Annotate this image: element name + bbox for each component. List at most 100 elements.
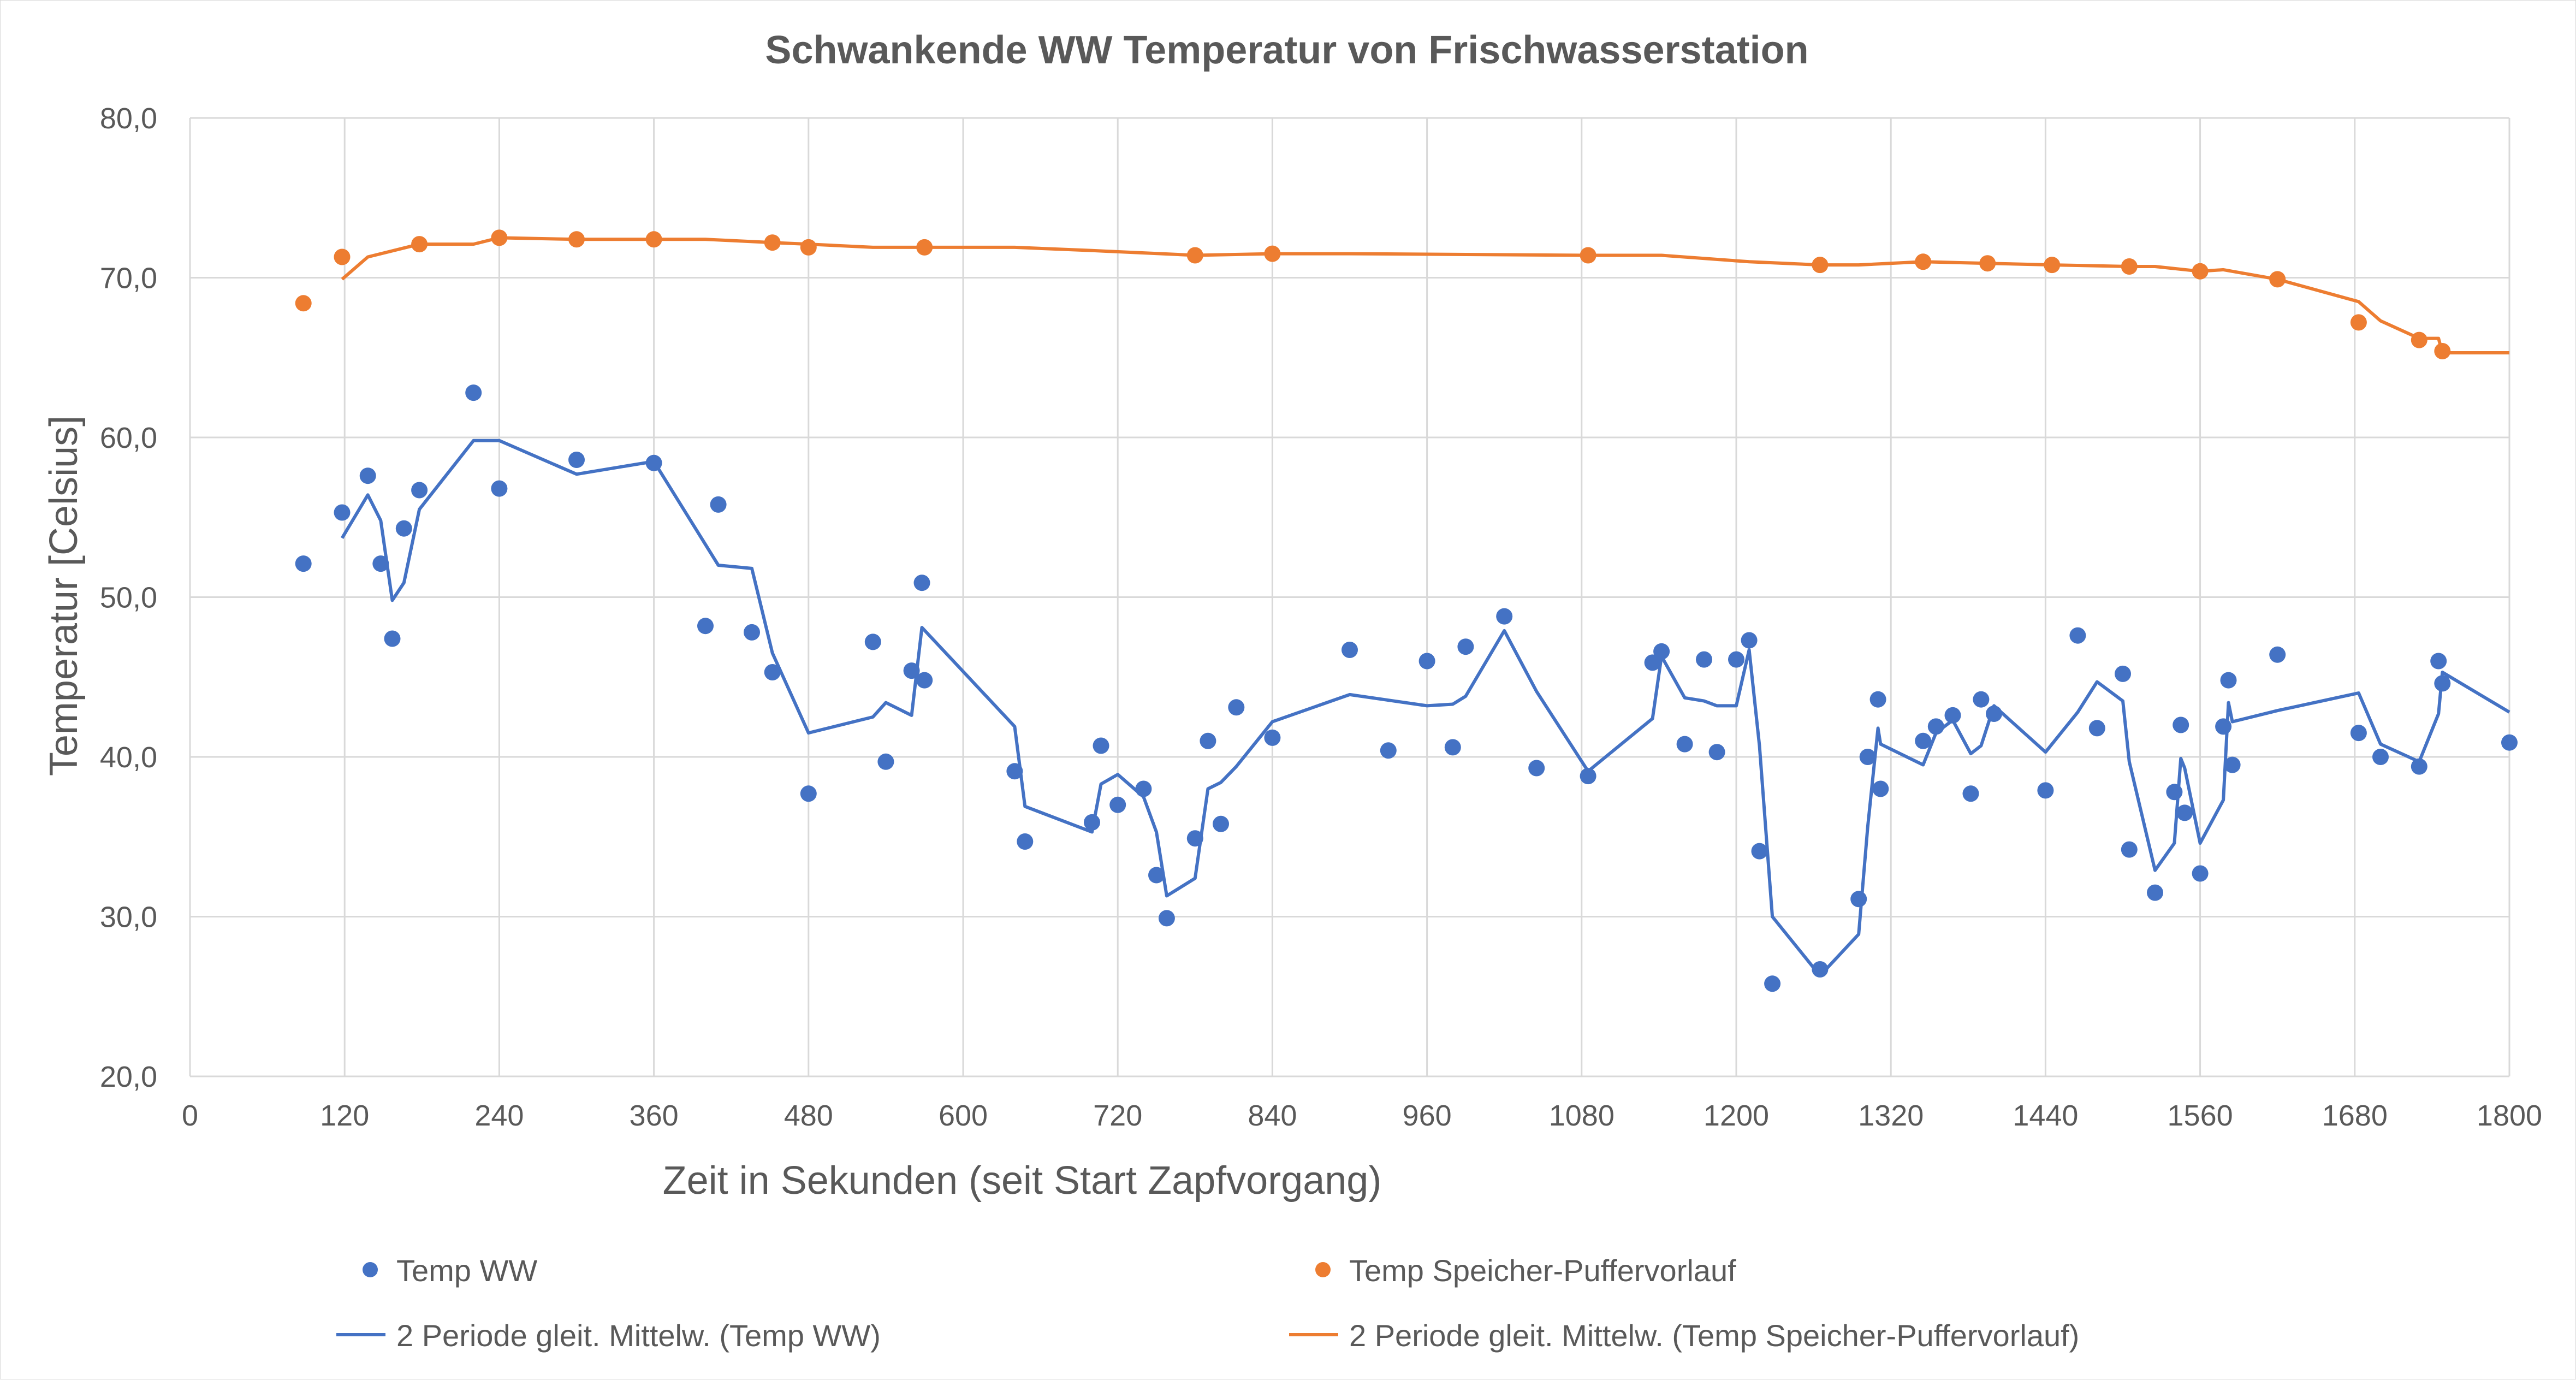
data-point bbox=[2088, 720, 2105, 737]
data-point bbox=[2430, 653, 2447, 670]
data-point bbox=[334, 248, 351, 265]
data-point bbox=[764, 664, 781, 680]
data-point bbox=[1580, 247, 1596, 264]
gridlines bbox=[189, 117, 2510, 1077]
data-point bbox=[465, 384, 482, 401]
data-point bbox=[1148, 867, 1165, 884]
chart-title: Schwankende WW Temperatur von Frischwass… bbox=[765, 28, 1808, 72]
data-point bbox=[2269, 646, 2286, 663]
data-point bbox=[1528, 760, 1545, 777]
data-point bbox=[2220, 672, 2237, 689]
data-point bbox=[2121, 841, 2138, 858]
data-point bbox=[295, 555, 312, 572]
x-tick-label: 1200 bbox=[1704, 1099, 1769, 1132]
x-axis-title: Zeit in Sekunden (seit Start Zapfvorgang… bbox=[663, 1159, 1382, 1203]
data-point bbox=[1927, 718, 1944, 735]
x-tick-label: 0 bbox=[182, 1099, 198, 1132]
data-point bbox=[1812, 961, 1829, 978]
data-point bbox=[1812, 257, 1829, 274]
data-point bbox=[2215, 718, 2232, 735]
data-point bbox=[2037, 782, 2054, 799]
data-point bbox=[1264, 729, 1281, 746]
y-tick-label: 40,0 bbox=[100, 741, 157, 774]
data-point bbox=[800, 239, 817, 256]
data-point bbox=[645, 454, 662, 471]
data-point bbox=[1986, 706, 2002, 722]
data-point bbox=[1676, 736, 1693, 753]
data-point bbox=[2044, 257, 2061, 274]
x-tick-label: 1440 bbox=[2013, 1099, 2078, 1132]
data-point bbox=[645, 231, 662, 248]
legend: Temp WW Temp Speicher-Puffervorlauf 2 Peri… bbox=[336, 1253, 2079, 1353]
data-point bbox=[800, 785, 817, 802]
data-point bbox=[2173, 716, 2189, 733]
x-tick-label: 600 bbox=[939, 1099, 988, 1132]
data-point bbox=[1228, 699, 1245, 716]
series-line bbox=[340, 439, 2510, 978]
data-point bbox=[1973, 691, 1990, 708]
data-point bbox=[1653, 643, 1670, 660]
data-point bbox=[2434, 343, 2451, 359]
legend-label: 2 Periode gleit. Mittelw. (Temp WW) bbox=[396, 1318, 881, 1353]
x-tick-label: 480 bbox=[784, 1099, 833, 1132]
data-point bbox=[491, 480, 508, 497]
data-point bbox=[295, 295, 312, 312]
data-point bbox=[697, 618, 714, 635]
axes: 0 120 240 360 480 600 720 840 960 1080 1200 1320 144… bbox=[100, 102, 2542, 1132]
data-point bbox=[864, 633, 881, 650]
data-point bbox=[1264, 245, 1281, 262]
y-tick-label: 50,0 bbox=[100, 582, 157, 614]
data-point bbox=[1496, 608, 1513, 625]
legend-marker bbox=[363, 1262, 378, 1277]
data-point bbox=[916, 239, 933, 256]
data-point bbox=[2166, 784, 2183, 801]
data-point bbox=[384, 630, 401, 647]
y-tick-label: 20,0 bbox=[100, 1061, 157, 1093]
legend-label: 2 Periode gleit. Mittelw. (Temp Speicher… bbox=[1349, 1318, 2079, 1353]
data-point bbox=[334, 504, 351, 521]
data-point bbox=[916, 672, 933, 689]
data-point bbox=[2434, 675, 2451, 692]
data-point bbox=[1979, 255, 1996, 272]
data-point bbox=[1764, 975, 1781, 992]
y-tick-label: 60,0 bbox=[100, 422, 157, 454]
data-point bbox=[359, 467, 376, 484]
data-point bbox=[1186, 830, 1203, 847]
x-tick-label: 1800 bbox=[2477, 1099, 2542, 1132]
data-point bbox=[1444, 739, 1461, 756]
data-point bbox=[2372, 749, 2389, 765]
data-point bbox=[395, 520, 412, 537]
data-point bbox=[2176, 804, 2193, 821]
data-point bbox=[744, 624, 760, 641]
legend-marker bbox=[1315, 1262, 1331, 1277]
data-point bbox=[710, 496, 727, 513]
data-point bbox=[1728, 651, 1744, 668]
data-point bbox=[2069, 627, 2086, 644]
data-point bbox=[1418, 653, 1435, 670]
x-tick-label: 720 bbox=[1093, 1099, 1142, 1132]
data-point bbox=[2147, 884, 2163, 901]
data-point bbox=[1158, 910, 1175, 927]
data-point bbox=[1213, 815, 1229, 832]
data-point bbox=[2411, 331, 2427, 348]
data-point bbox=[1186, 247, 1203, 264]
y-tick-label: 80,0 bbox=[100, 102, 157, 135]
data-point bbox=[2350, 314, 2367, 331]
data-point bbox=[568, 231, 585, 248]
data-point bbox=[411, 482, 428, 499]
data-point bbox=[2350, 725, 2367, 742]
data-point bbox=[913, 574, 930, 591]
data-point bbox=[1915, 732, 1932, 749]
data-point bbox=[764, 234, 781, 251]
data-point bbox=[1093, 737, 1109, 754]
x-tick-label: 1320 bbox=[1858, 1099, 1924, 1132]
data-point bbox=[1944, 707, 1961, 724]
data-point bbox=[1006, 763, 1023, 780]
x-tick-label: 960 bbox=[1403, 1099, 1452, 1132]
y-axis-title: Temperatur [Celsius] bbox=[42, 416, 86, 776]
data-point bbox=[1109, 796, 1126, 813]
data-point bbox=[1708, 744, 1725, 761]
x-tick-label: 360 bbox=[630, 1099, 679, 1132]
data-point bbox=[372, 555, 389, 572]
